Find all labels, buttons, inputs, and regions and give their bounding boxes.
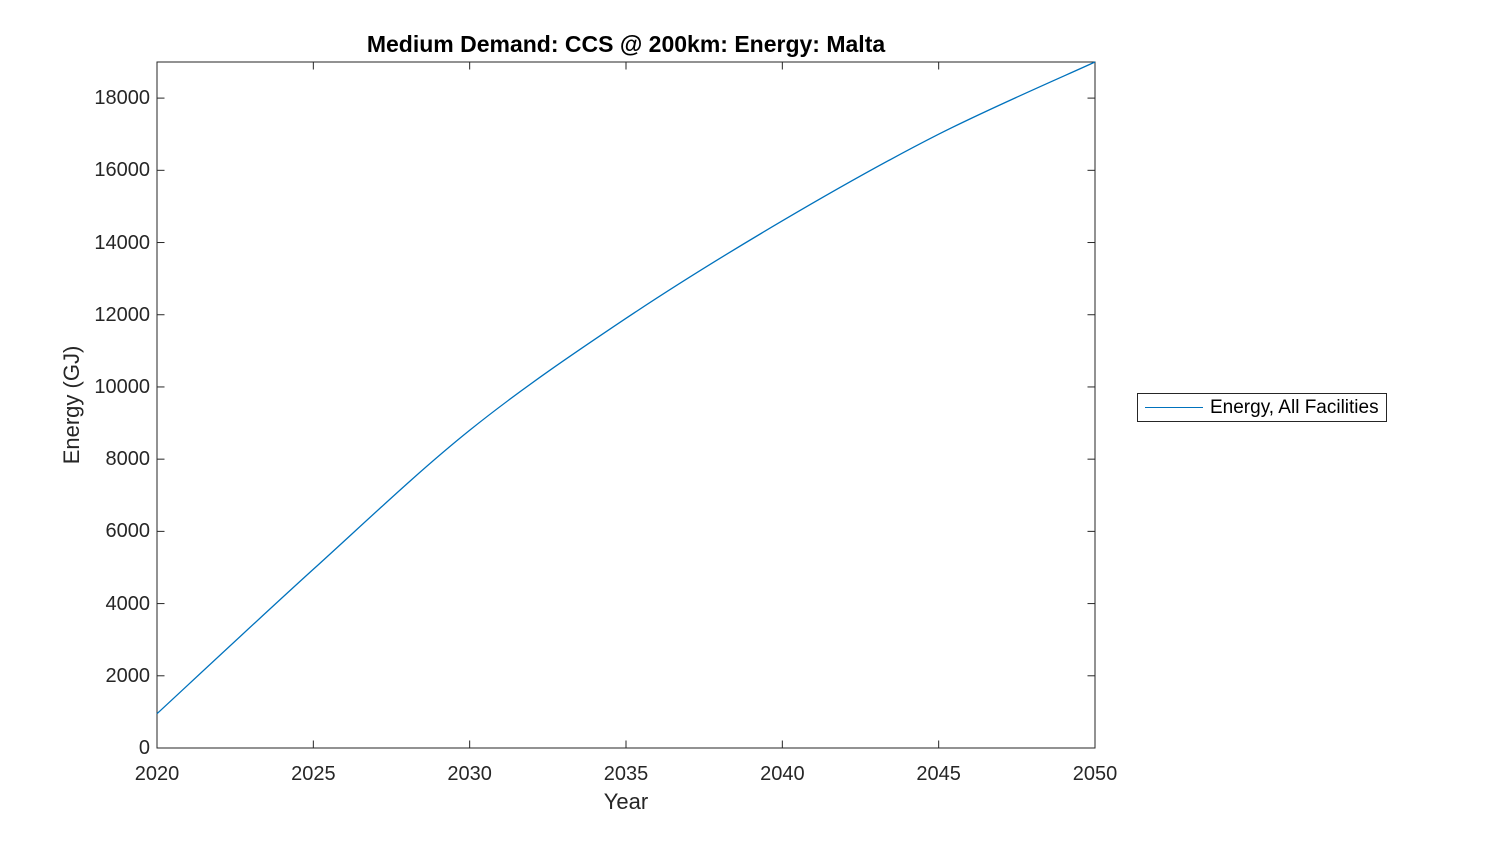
y-tick-label: 4000 [105, 592, 151, 615]
y-tick-label: 8000 [105, 448, 151, 471]
y-axis-label: Energy (GJ) [59, 345, 84, 465]
y-tick-label: 6000 [105, 520, 151, 543]
x-tick-label: 2030 [447, 763, 492, 785]
legend-label: Energy, All Facilities [1210, 396, 1379, 418]
energy-line-series [156, 61, 1096, 715]
x-tick-label: 2035 [603, 763, 649, 785]
x-tick-label: 2040 [760, 763, 805, 785]
y-tick-label: 16000 [94, 159, 150, 182]
x-axis-label: Year [603, 789, 649, 814]
x-tick-label: 2045 [916, 763, 961, 785]
y-tick-label: 0 [138, 737, 150, 759]
y-tick-label: 2000 [105, 664, 151, 687]
y-tick-label: 18000 [94, 87, 150, 110]
x-tick-label: 2020 [134, 763, 180, 785]
y-tick-label: 12000 [94, 303, 150, 326]
legend-line-sample [1145, 406, 1203, 409]
axes-box [156, 61, 1096, 749]
y-tick-label: 10000 [94, 375, 150, 398]
legend-box: Energy, All Facilities [1137, 393, 1387, 422]
y-tick-label: 14000 [94, 231, 150, 254]
chart-title: Medium Demand: CCS @ 200km: Energy: Malt… [366, 31, 886, 57]
x-tick-label: 2050 [1072, 763, 1118, 785]
x-tick-label: 2025 [291, 763, 336, 785]
